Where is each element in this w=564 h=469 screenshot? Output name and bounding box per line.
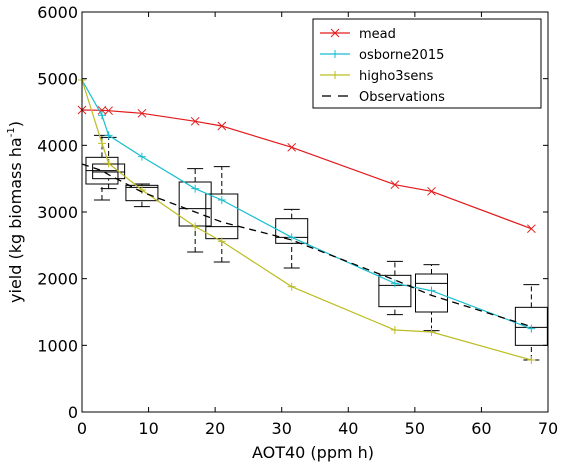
series-point-mead (527, 224, 536, 234)
series-point-higho3sens (390, 326, 399, 334)
series-line-mead (81, 109, 532, 230)
x-tick-label: 70 (538, 419, 558, 438)
series-point-osborne2015 (427, 286, 436, 295)
box-body (125, 184, 159, 202)
x-tick-label: 60 (471, 419, 491, 438)
legend-label-osborne2015: osborne2015 (359, 48, 444, 63)
series-point-osborne2015 (191, 184, 200, 193)
series-point-osborne2015 (527, 324, 536, 333)
legend-marker-osborne2015 (331, 50, 339, 58)
series-point-mead (137, 108, 147, 118)
box-body (514, 306, 548, 346)
x-tick-label: 0 (77, 419, 87, 438)
y-tick-label: 3000 (37, 203, 78, 222)
axis-ticks: 0 10 20 30 40 50 60 70 0 1000 2000 3000 4000 5000 6000 (37, 3, 558, 438)
series-line-higho3sens (81, 79, 532, 361)
legend-label-mead: mead (359, 27, 396, 42)
series-point-higho3sens (287, 282, 296, 291)
legend-item-osborne2015: osborne2015 (320, 48, 444, 63)
box-body (378, 274, 412, 308)
box-8 (514, 284, 548, 361)
y-tick-label: 6000 (37, 3, 78, 22)
series-point-mead (217, 121, 227, 131)
series-point-mead (427, 186, 436, 196)
box-body (275, 218, 309, 244)
legend-item-observations: Observations (322, 90, 445, 105)
series-point-osborne2015 (217, 196, 226, 204)
x-tick-label: 40 (338, 419, 358, 438)
plot-area (77, 76, 548, 364)
series-point-higho3sens (217, 237, 226, 246)
y-axis-label-superscript: -1 (6, 127, 17, 137)
series-point-higho3sens (427, 328, 436, 336)
series-point-mead (104, 106, 113, 116)
y-axis-label: yield (kg biomass ha-1) (6, 121, 25, 303)
series-point-higho3sens (97, 139, 106, 148)
series-point-osborne2015 (287, 233, 296, 242)
legend-marker-mead (330, 28, 340, 38)
y-tick-label: 4000 (37, 136, 78, 155)
series-point-osborne2015 (97, 111, 106, 120)
x-tick-label: 20 (205, 419, 225, 438)
x-axis-label: AOT40 (ppm h) (252, 443, 374, 462)
box-body (415, 273, 448, 313)
series-point-mead (287, 142, 297, 152)
y-axis-label-main: yield (kg biomass ha (6, 137, 25, 303)
y-tick-label: 5000 (37, 70, 78, 89)
series-point-mead (97, 105, 107, 115)
legend: mead osborne2015 higho3sens Observations (312, 18, 542, 109)
series-observations (81, 163, 532, 328)
series-point-higho3sens (527, 356, 536, 364)
y-tick-label: 1000 (37, 336, 78, 355)
series-mead (77, 105, 536, 234)
legend-label-observations: Observations (359, 90, 445, 105)
series-point-higho3sens (104, 159, 113, 168)
series-point-mead (190, 116, 200, 126)
x-tick-label: 10 (138, 419, 158, 438)
series-point-osborne2015 (390, 279, 399, 288)
x-tick-label: 30 (272, 419, 292, 438)
y-tick-label: 2000 (37, 270, 78, 289)
legend-frame (312, 18, 542, 109)
y-tick-label: 0 (68, 403, 78, 422)
y-axis-label-close: ) (6, 121, 25, 127)
legend-marker-higho3sens (331, 71, 339, 79)
series-point-mead (390, 180, 400, 190)
series-point-osborne2015 (104, 131, 113, 140)
series-line-observations (81, 163, 532, 328)
legend-label-higho3sens: higho3sens (359, 69, 434, 84)
series-point-higho3sens (191, 222, 200, 231)
x-tick-label: 50 (405, 419, 425, 438)
legend-item-higho3sens: higho3sens (320, 69, 434, 84)
legend-item-mead: mead (320, 27, 396, 42)
series-point-osborne2015 (137, 152, 146, 161)
